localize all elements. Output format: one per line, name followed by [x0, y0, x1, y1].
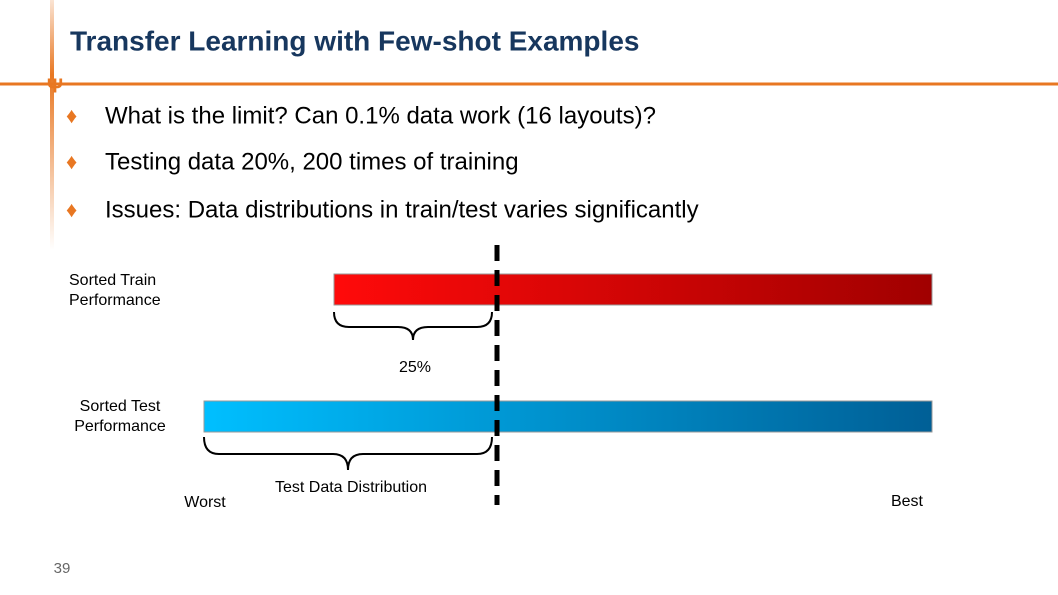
bullet: What is the limit? Can 0.1% data work (1…: [105, 102, 656, 129]
brace: [203, 436, 493, 471]
brace-label: Test Data Distribution: [275, 479, 427, 496]
accent-bar: [50, 0, 54, 250]
train-label: Performance: [69, 292, 161, 309]
page-number: 39: [54, 560, 71, 577]
test-bar: [203, 400, 933, 433]
bullet-icon: ♦: [66, 103, 77, 128]
title: Transfer Learning with Few-shot Examples: [70, 25, 639, 56]
bullet: Issues: Data distributions in train/test…: [105, 196, 699, 223]
best-label: Best: [891, 493, 924, 510]
brace-label: 25%: [399, 359, 431, 376]
bullet: Testing data 20%, 200 times of training: [105, 148, 519, 175]
logo: Ψ: [47, 75, 63, 97]
bullet-icon: ♦: [66, 149, 77, 174]
worst-label: Worst: [184, 494, 226, 511]
train-bar: [333, 273, 933, 306]
brace: [333, 311, 493, 341]
train-label: Sorted Train: [69, 272, 156, 289]
bullet-icon: ♦: [66, 197, 77, 222]
test-label: Performance: [74, 418, 166, 435]
test-label: Sorted Test: [80, 398, 161, 415]
